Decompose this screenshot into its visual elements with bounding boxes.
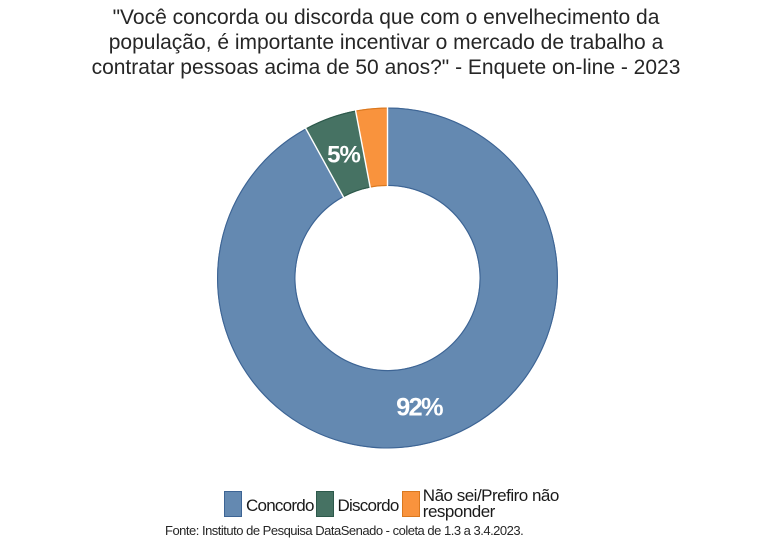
- svg-text:92%: 92%: [396, 394, 443, 422]
- svg-text:5%: 5%: [327, 142, 360, 169]
